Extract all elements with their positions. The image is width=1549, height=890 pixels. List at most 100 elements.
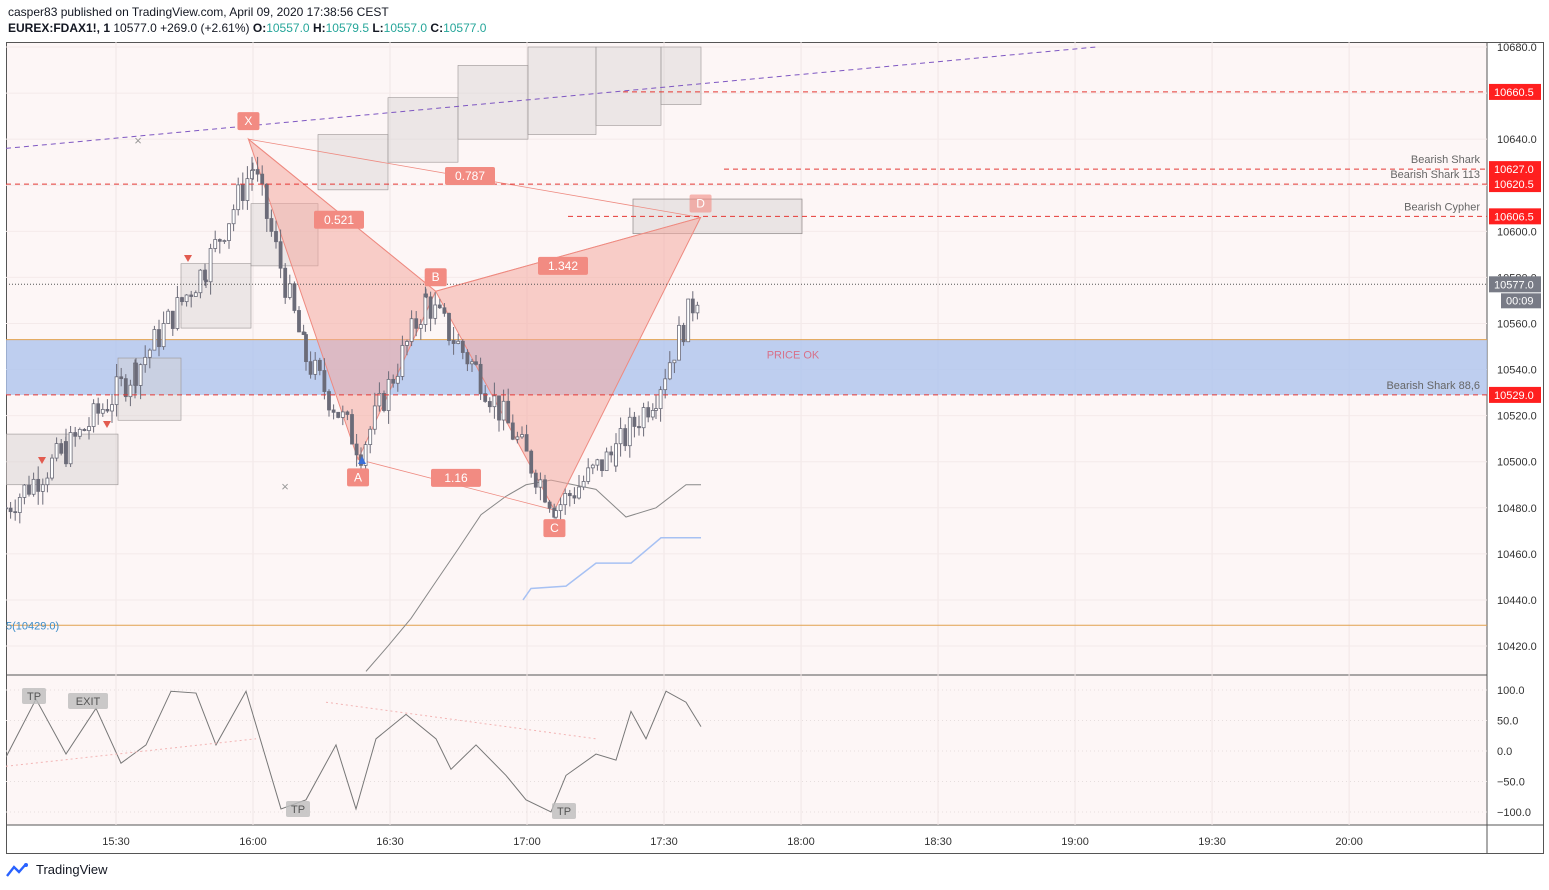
indicator-band <box>387 97 459 163</box>
candle-body <box>590 464 595 469</box>
candle-body <box>497 395 501 421</box>
candle-body <box>695 304 700 314</box>
pattern-point-badge <box>347 468 370 487</box>
candle-body <box>204 279 208 283</box>
candle-body <box>91 403 96 427</box>
candle-body <box>658 389 663 410</box>
price-axis[interactable]: 10680.010660.010640.010620.010600.010580… <box>1489 42 1541 819</box>
candle-body <box>54 443 59 459</box>
price-ok-zone: PRICE OK 5(10429.0) <box>6 339 1487 632</box>
candle-body <box>372 405 377 430</box>
ratio-badge <box>445 167 495 186</box>
ratio-badge <box>538 256 588 275</box>
price-level-tag <box>1489 386 1541 403</box>
candle-body <box>264 183 269 219</box>
candle-body <box>451 340 456 344</box>
candle-body <box>492 395 497 408</box>
indicator-band <box>117 357 182 421</box>
candle-body <box>327 391 331 411</box>
price-tick-label: 10560.0 <box>1497 318 1537 330</box>
price-level-tag <box>1489 208 1541 225</box>
candle-body <box>437 304 442 309</box>
time-axis[interactable]: 15:30 16:00 16:30 17:00 17:30 18:00 18:30 19:00… <box>102 836 1363 848</box>
plot-background <box>6 42 1487 825</box>
chart-canvas[interactable]: PRICE OK5(10429.0) Bearish SharkBearish … <box>6 42 1544 854</box>
tradingview-footer[interactable]: TradingView <box>6 862 108 877</box>
price-tick-label: 10500.0 <box>1497 457 1537 469</box>
price-levels: Bearish Shark Bearish Shark 113 Bearish Cy… <box>6 91 1487 396</box>
candle-body <box>189 294 194 297</box>
sell-triangle-icon <box>103 421 111 428</box>
countdown-tag <box>1501 293 1541 309</box>
candle-body <box>354 443 359 456</box>
price-tick-label: 10640.0 <box>1497 134 1537 146</box>
osc-tick-label: 0.0 <box>1497 746 1512 758</box>
candle-body <box>240 184 245 201</box>
candle-body <box>119 376 124 380</box>
candle-body <box>363 444 368 466</box>
candle-body <box>255 169 260 175</box>
candle-body <box>368 428 373 446</box>
candle-body <box>236 184 241 211</box>
candle-body <box>667 362 672 380</box>
candle-body <box>646 407 651 418</box>
target-box <box>632 198 803 235</box>
candle-body <box>474 361 478 365</box>
candle-body <box>27 484 31 495</box>
candle-body <box>345 411 350 415</box>
pattern-point-label: C <box>550 521 559 535</box>
close-label: C: <box>430 21 444 35</box>
x-marker: × <box>134 133 142 148</box>
candle-body <box>231 209 236 225</box>
pattern-point-badge <box>424 268 447 287</box>
ratio-label: 1.342 <box>548 259 578 273</box>
candle-body <box>563 493 568 506</box>
pattern-point-badge <box>237 112 260 131</box>
candle-body <box>336 411 341 418</box>
ratio-badge <box>314 210 364 229</box>
open-label: O: <box>252 21 267 35</box>
candle-body <box>382 393 386 411</box>
pattern-point-label: A <box>354 470 362 484</box>
candle-body <box>198 269 203 294</box>
candle-body <box>600 459 604 472</box>
price-level-name: Bearish Shark 88,6 <box>1386 380 1480 392</box>
candle-body <box>690 298 695 314</box>
candle-body <box>567 493 572 497</box>
candle-body <box>677 324 681 361</box>
ohlc-line: EUREX:FDAX1!, 1 10577.0 +269.0 (+2.61%) … <box>8 20 486 36</box>
candle-body <box>105 408 110 412</box>
candle-body <box>123 378 128 398</box>
ratio-label: 0.521 <box>324 213 354 227</box>
candle-body <box>6 507 8 510</box>
oscillator-badge <box>286 801 310 817</box>
candle-body <box>423 293 428 325</box>
candle-body <box>442 307 447 314</box>
candle-body <box>222 240 227 242</box>
candle-body <box>274 231 278 243</box>
candle-body <box>460 340 465 353</box>
price-tick-label: 10600.0 <box>1497 226 1537 238</box>
candle-body <box>143 356 148 366</box>
price-level-tag-label: 10606.5 <box>1494 211 1534 223</box>
candle-body <box>50 457 54 479</box>
price-tick-label: 10480.0 <box>1497 503 1537 515</box>
candle-body <box>433 304 438 319</box>
time-tick-label: 15:30 <box>102 836 130 848</box>
candle-body <box>184 294 189 303</box>
oscillator-pane: TP EXIT TP TP <box>6 688 1487 819</box>
candle-body <box>340 411 345 418</box>
left-level-label: 5(10429.0) <box>6 620 59 632</box>
candle-body <box>301 331 306 335</box>
last-price-tag <box>1489 276 1541 293</box>
symbol-label[interactable]: EUREX:FDAX1!, 1 <box>8 21 111 35</box>
candle-body <box>418 324 423 329</box>
candle-body <box>533 472 538 488</box>
candle-body <box>686 298 691 343</box>
candle-body <box>465 352 470 365</box>
candle-body <box>134 362 138 386</box>
candle-body <box>96 403 101 414</box>
candle-body <box>308 361 313 375</box>
oscillator-badge-label: TP <box>27 691 41 703</box>
candle-body <box>414 318 419 329</box>
